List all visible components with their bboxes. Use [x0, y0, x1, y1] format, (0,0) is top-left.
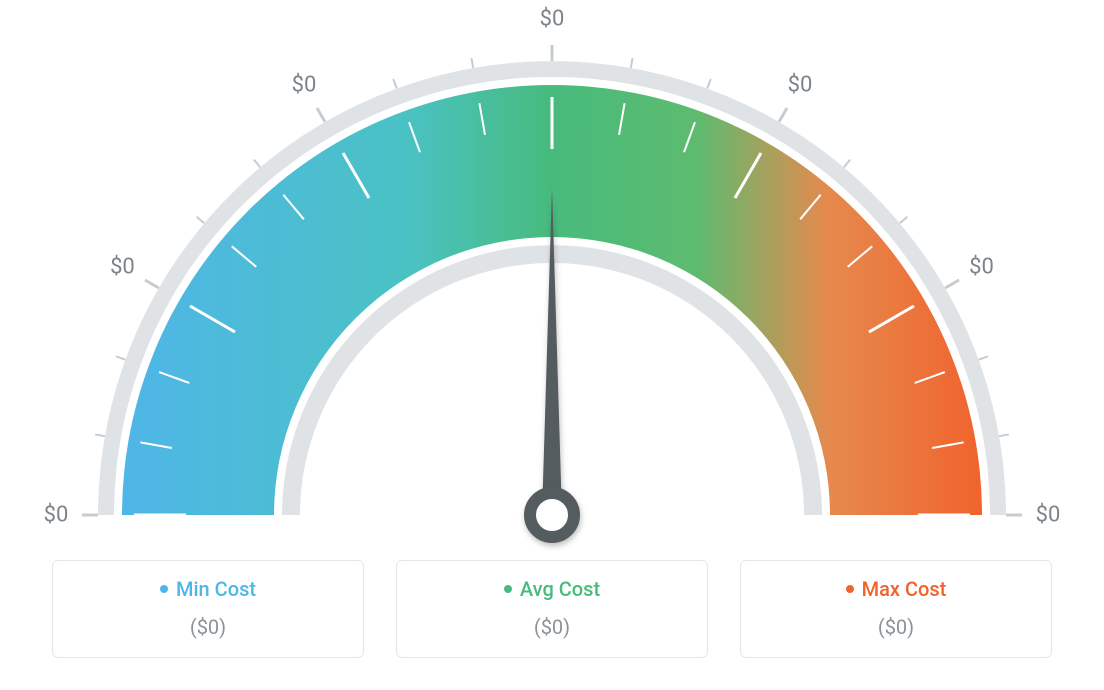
legend-label-row: Min Cost — [53, 577, 363, 601]
legend-label-row: Max Cost — [741, 577, 1051, 601]
gauge-tick-label: $0 — [110, 255, 135, 280]
legend-label: Avg Cost — [520, 577, 600, 601]
gauge-tick-label: $0 — [540, 7, 565, 32]
legend-card: Max Cost ($0) — [740, 560, 1052, 658]
gauge-tick-label: $0 — [44, 503, 69, 528]
gauge-tick-label: $0 — [1036, 503, 1061, 528]
legend-label: Min Cost — [176, 577, 256, 601]
legend-dot — [160, 585, 168, 593]
gauge-chart: $0 $0 $0 $0 $0 $0 $0 — [0, 0, 1104, 560]
legend-row: Min Cost ($0) Avg Cost ($0) Max Cost ($0) — [0, 560, 1104, 658]
legend-value: ($0) — [53, 615, 363, 639]
legend-card: Min Cost ($0) — [52, 560, 364, 658]
gauge-tick-label: $0 — [969, 255, 994, 280]
legend-card: Avg Cost ($0) — [396, 560, 708, 658]
legend-dot — [504, 585, 512, 593]
gauge-tick-label: $0 — [292, 73, 317, 98]
gauge-tick-label: $0 — [788, 73, 813, 98]
legend-value: ($0) — [397, 615, 707, 639]
legend-label-row: Avg Cost — [397, 577, 707, 601]
gauge-svg — [0, 0, 1104, 560]
legend-label: Max Cost — [862, 577, 947, 601]
legend-value: ($0) — [741, 615, 1051, 639]
legend-dot — [846, 585, 854, 593]
